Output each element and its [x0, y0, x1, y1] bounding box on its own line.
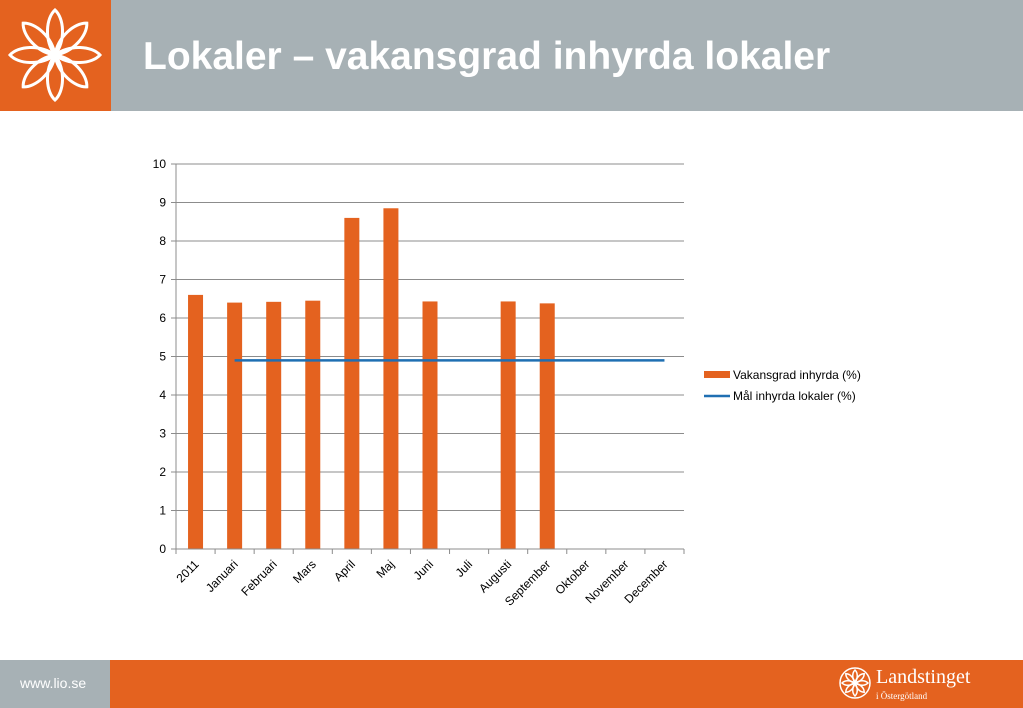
bar-augusti — [500, 301, 516, 549]
x-tick-label: Maj — [373, 557, 397, 581]
logo — [0, 0, 111, 111]
bar-2011 — [188, 294, 204, 549]
y-tick-label: 8 — [159, 234, 166, 248]
bar-juni — [422, 301, 438, 549]
x-tick-label: Februari — [238, 557, 279, 598]
brand-subtitle: i Östergötland — [876, 691, 928, 701]
bar-september — [539, 303, 555, 549]
y-tick-label: 1 — [159, 504, 166, 518]
logo-petal — [21, 21, 57, 57]
bar-mars — [305, 300, 321, 549]
y-tick-label: 2 — [159, 465, 166, 479]
x-tick-label: Januari — [203, 557, 241, 595]
bar-februari — [266, 301, 282, 549]
page-title: Lokaler – vakansgrad inhyrda lokaler — [143, 35, 831, 78]
x-tick-label: Juni — [411, 557, 436, 582]
slide-footer: www.lio.se Landstinget i Östergötland — [0, 660, 1023, 708]
legend-label-bar: Vakansgrad inhyrda (%) — [733, 368, 861, 382]
legend-swatch-bar — [704, 371, 730, 378]
x-tick-label: 2011 — [174, 557, 202, 585]
x-tick-label: Mars — [290, 557, 319, 586]
y-tick-label: 3 — [159, 427, 166, 441]
brand-name: Landstinget — [876, 666, 971, 688]
footer-left-block: www.lio.se — [0, 660, 110, 708]
brand-flower-icon — [839, 667, 871, 699]
bar-april — [344, 217, 360, 549]
bar-maj — [383, 208, 399, 549]
slide-header: Lokaler – vakansgrad inhyrda lokaler — [0, 0, 1023, 111]
y-tick-label: 5 — [159, 350, 166, 364]
x-tick-label: Juli — [453, 557, 476, 580]
y-tick-label: 10 — [153, 157, 167, 171]
x-tick-label: April — [331, 557, 358, 584]
brand-petal — [845, 673, 857, 685]
legend-label-line: Mål inhyrda lokaler (%) — [733, 389, 856, 403]
footer-url[interactable]: www.lio.se — [20, 675, 87, 691]
y-tick-label: 9 — [159, 196, 166, 210]
y-tick-label: 6 — [159, 311, 166, 325]
x-tick-label: Augusti — [476, 557, 514, 595]
brand-logo: Landstinget i Östergötland — [838, 664, 1018, 704]
bar-januari — [227, 302, 243, 549]
y-tick-label: 4 — [159, 388, 166, 402]
y-tick-label: 0 — [159, 542, 166, 556]
flower-logo-icon — [7, 7, 103, 103]
y-tick-label: 7 — [159, 273, 166, 287]
